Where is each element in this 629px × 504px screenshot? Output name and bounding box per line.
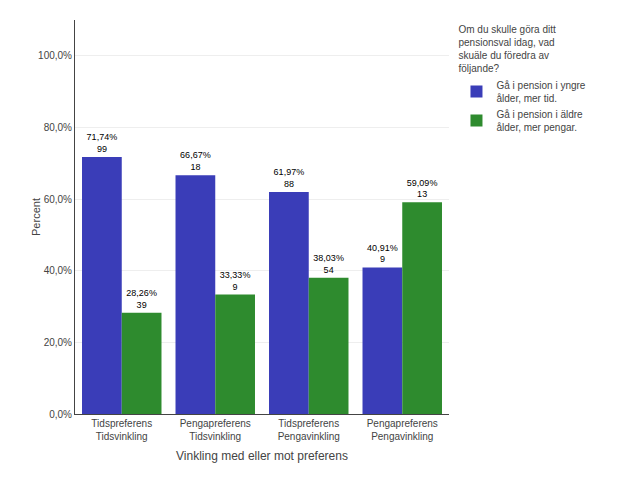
svg-text:Vinkling med eller mot prefere: Vinkling med eller mot preferens	[176, 449, 348, 463]
svg-text:80,0%: 80,0%	[44, 122, 72, 133]
svg-text:Percent: Percent	[30, 198, 42, 236]
svg-text:TidspreferensTidsvinkling: TidspreferensTidsvinkling	[91, 418, 152, 442]
svg-text:61,97%88: 61,97%88	[274, 167, 305, 189]
svg-text:Gå i pension i äldreålder, mer: Gå i pension i äldreålder, mer pengar.	[496, 109, 583, 133]
svg-text:100,0%: 100,0%	[38, 50, 72, 61]
svg-text:PengapreferensPengavinkling: PengapreferensPengavinkling	[367, 418, 438, 442]
svg-text:PengapreferensTidsvinkling: PengapreferensTidsvinkling	[180, 418, 251, 442]
svg-text:60,0%: 60,0%	[44, 194, 72, 205]
svg-text:40,91%9: 40,91%9	[367, 243, 398, 265]
svg-text:33,33%9: 33,33%9	[220, 270, 251, 292]
svg-text:71,74%99: 71,74%99	[87, 132, 118, 154]
svg-text:66,67%18: 66,67%18	[180, 150, 211, 172]
svg-text:40,0%: 40,0%	[44, 265, 72, 276]
svg-text:20,0%: 20,0%	[44, 337, 72, 348]
svg-text:28,26%39: 28,26%39	[126, 288, 157, 310]
svg-text:Om du skulle göra dittpensions: Om du skulle göra dittpensionsval idag, …	[458, 24, 555, 74]
svg-text:38,03%54: 38,03%54	[313, 253, 344, 275]
svg-text:Gå i pension i yngreålder, mer: Gå i pension i yngreålder, mer tid.	[496, 80, 585, 104]
svg-text:59,09%13: 59,09%13	[407, 178, 438, 200]
svg-text:0,0%: 0,0%	[49, 409, 72, 420]
svg-text:TidspreferensPengavinkling: TidspreferensPengavinkling	[278, 418, 340, 442]
